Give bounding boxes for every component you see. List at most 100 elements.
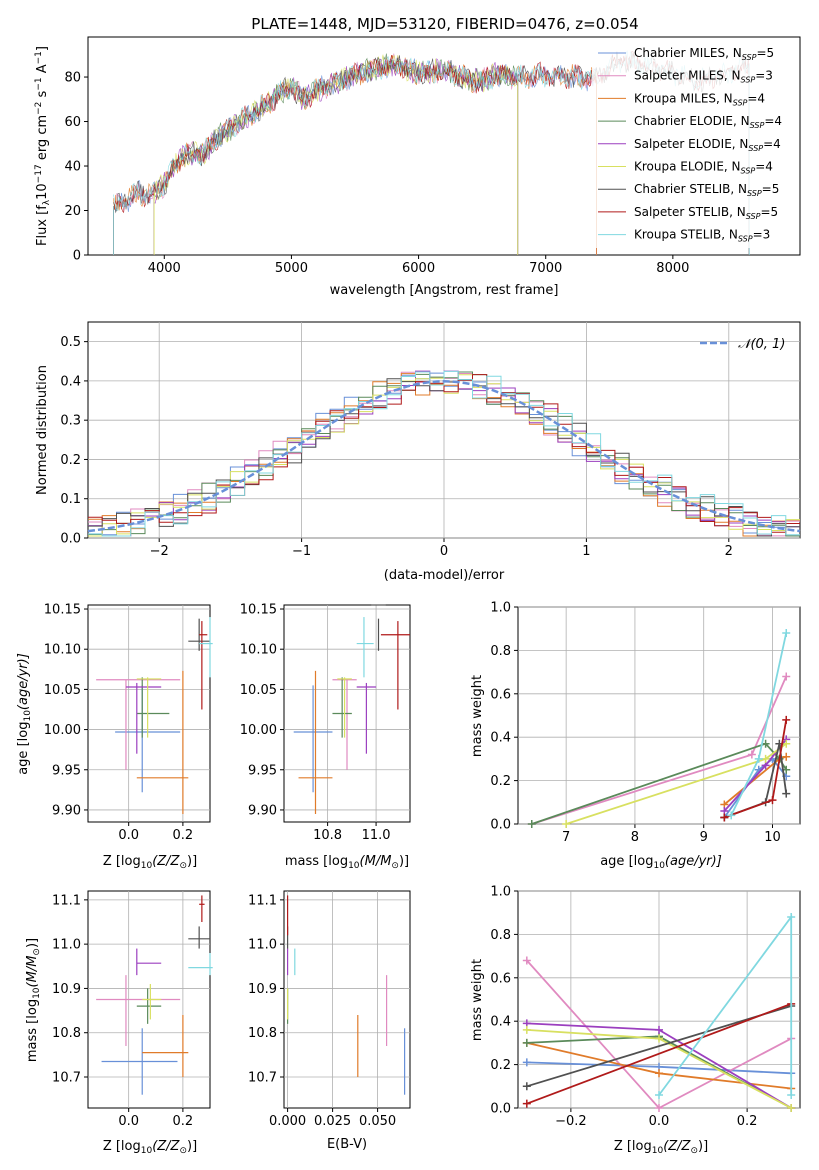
- weight-marker: [754, 754, 763, 763]
- legend-frame: [592, 44, 794, 248]
- legend-label-normal: 𝒩(0, 1): [738, 337, 785, 352]
- spectrum-ylabel: Flux [fλ10−17 erg cm−2 s−1 A−1]: [34, 46, 52, 246]
- y-tick-label: 10.9: [248, 982, 277, 997]
- y-tick-label: 0.0: [60, 532, 81, 547]
- x-tick-label: 1: [582, 544, 590, 559]
- x-tick-label: 4000: [148, 261, 181, 276]
- y-tick-label: 11.1: [248, 893, 277, 908]
- y-tick-label: 0.6: [490, 687, 511, 702]
- legend-label: Kroupa STELIB, NSSP=3: [634, 228, 770, 244]
- x-tick-label: 0.0: [118, 1114, 139, 1129]
- x-tick-label: 8000: [656, 261, 689, 276]
- x-tick-label: 0.025: [314, 1114, 351, 1129]
- weight-vs-age-xlabel: age [log10(age/yr)]: [600, 854, 722, 871]
- weight-marker: [727, 811, 736, 820]
- histogram-step: [88, 374, 800, 533]
- y-tick-label: 0: [73, 249, 81, 264]
- age-vs-mass-panel: 10.8 11.0 9.90 9.95 10.00 10.05 10.10 10.15 mas…: [240, 603, 411, 871]
- weight-vs-age-ylabel: mass weight: [470, 675, 485, 757]
- y-tick-label: 9.90: [248, 803, 277, 818]
- weight-marker: [522, 1058, 531, 1067]
- weight-line: [565, 742, 787, 825]
- legend-label: Chabrier STELIB, NSSP=5: [634, 182, 779, 198]
- x-tick-label: 5000: [275, 261, 308, 276]
- residual-xlabel: (data-model)/error: [384, 568, 505, 583]
- y-tick-label: 0.8: [490, 644, 511, 659]
- x-tick-label: 7000: [529, 261, 562, 276]
- mass-vs-z-panel: 0.0 0.2 10.7 10.8 10.9 11.0 11.1 Z [log10(Z/Z⊙…: [25, 890, 213, 1156]
- x-tick-label: 7: [562, 830, 570, 845]
- weight-line: [730, 632, 788, 816]
- y-tick-label: 0.1: [60, 492, 81, 507]
- x-tick-label: 0.2: [173, 1114, 194, 1129]
- x-tick-label: 0.050: [359, 1114, 396, 1129]
- weight-vs-z-panel: −0.2 0.0 0.2 0.0 0.2 0.4 0.6 0.8 1.0 Z [log10(Z/…: [470, 885, 801, 1156]
- weight-marker: [522, 1038, 531, 1047]
- legend-label: Salpeter ELODIE, NSSP=4: [634, 137, 781, 153]
- weight-marker: [655, 1069, 663, 1078]
- weight-vs-z-xlabel: Z [log10(Z/Z⊙)]: [614, 1139, 708, 1156]
- y-tick-label: 20: [64, 204, 81, 219]
- y-tick-label: 0.4: [490, 731, 511, 746]
- weight-line: [526, 1005, 792, 1088]
- mass-vs-ebv-panel: 0.000 0.025 0.050 10.7 10.8 10.9 11.0 11.1 E(B-…: [248, 890, 411, 1152]
- figure-title: PLATE=1448, MJD=53120, FIBERID=0476, z=0…: [251, 15, 638, 33]
- spectrum-xlabel: wavelength [Angstrom, rest frame]: [330, 283, 559, 298]
- x-tick-label: −2: [150, 544, 169, 559]
- age-vs-z-panel: 0.0 0.2 9.90 9.95 10.00 10.05 10.10 10.15 Z [lo…: [16, 603, 213, 871]
- weight-marker: [761, 754, 770, 763]
- y-tick-label: 1.0: [490, 601, 511, 616]
- y-tick-label: 9.90: [52, 803, 81, 818]
- weight-marker: [655, 1025, 663, 1034]
- y-tick-label: 10.00: [44, 723, 81, 738]
- y-tick-label: 1.0: [490, 885, 511, 900]
- y-tick-label: 10.10: [44, 643, 81, 658]
- y-tick-label: 10.7: [248, 1071, 277, 1086]
- weight-vs-z-ylabel: mass weight: [470, 959, 485, 1041]
- weight-marker: [655, 1104, 663, 1112]
- weight-marker: [782, 715, 791, 724]
- weight-marker: [782, 739, 791, 748]
- y-tick-label: 0.0: [490, 1102, 511, 1117]
- weight-marker: [655, 1090, 663, 1099]
- mass-vs-z-ylabel: mass [log10(M/M⊙)]: [25, 938, 42, 1062]
- y-tick-label: 0.3: [60, 414, 81, 429]
- y-tick-label: 0.2: [490, 774, 511, 789]
- y-tick-label: 0.6: [490, 971, 511, 986]
- y-tick-label: 60: [64, 115, 81, 130]
- age-vs-mass-xlabel: mass [log10(M/M⊙)]: [285, 854, 409, 871]
- weight-vs-age-panel: 7 8 9 10 0.0 0.2 0.4 0.6 0.8 1.0 age [log10(age/y…: [470, 601, 801, 871]
- weight-marker: [562, 820, 571, 828]
- weight-marker: [527, 820, 536, 828]
- x-tick-label: 0: [440, 544, 448, 559]
- weight-marker: [522, 1025, 531, 1034]
- y-tick-label: 0.4: [490, 1015, 511, 1030]
- x-tick-label: 2: [725, 544, 733, 559]
- weight-marker: [768, 796, 777, 805]
- y-tick-label: 0.5: [60, 335, 81, 350]
- y-tick-label: 10.15: [240, 603, 277, 618]
- y-tick-label: 10.9: [52, 982, 81, 997]
- y-tick-label: 10.15: [44, 603, 81, 618]
- y-tick-label: 0.2: [60, 453, 81, 468]
- spectrum-line: [154, 55, 518, 204]
- spectrum-legend: Chabrier MILES, NSSP=5 Salpeter MILES, NS…: [592, 44, 794, 248]
- legend-label: Kroupa ELODIE, NSSP=4: [634, 160, 773, 176]
- histogram-step: [88, 370, 800, 537]
- y-tick-label: 11.1: [52, 893, 81, 908]
- weight-marker: [761, 739, 770, 748]
- weight-marker: [747, 750, 756, 759]
- legend-label: Salpeter MILES, NSSP=3: [634, 69, 773, 85]
- residual-ylabel: Normed distribution: [35, 365, 50, 495]
- y-tick-label: 10.10: [240, 643, 277, 658]
- residual-legend: 𝒩(0, 1): [700, 337, 785, 352]
- age-vs-z-xlabel: Z [log10(Z/Z⊙)]: [103, 854, 197, 871]
- x-tick-label: 11.0: [362, 828, 391, 843]
- y-tick-label: 10.7: [52, 1071, 81, 1086]
- weight-marker: [720, 813, 729, 822]
- x-tick-label: −0.2: [555, 1114, 587, 1129]
- x-tick-label: 9: [700, 830, 708, 845]
- y-tick-label: 10.8: [52, 1026, 81, 1041]
- weight-marker: [782, 789, 791, 798]
